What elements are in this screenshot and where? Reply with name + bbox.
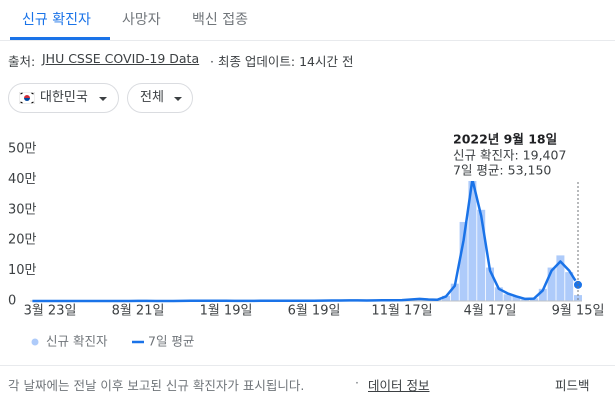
bar bbox=[450, 283, 459, 301]
x-tick-label: 9월 15일 bbox=[552, 304, 605, 319]
tab[interactable]: 신규 확진자 bbox=[22, 12, 91, 28]
hover-dot bbox=[573, 279, 583, 290]
x-tick-label: 1월 19일 bbox=[200, 304, 253, 319]
y-tick-label: 20만 bbox=[8, 233, 37, 248]
feedback-link[interactable]: 피드백 bbox=[555, 378, 590, 393]
chip-label: 전체 bbox=[140, 90, 164, 105]
x-tick-label: 8월 21일 bbox=[112, 304, 165, 319]
footer-separator: · bbox=[355, 375, 359, 390]
tab[interactable]: 백신 접종 bbox=[192, 12, 248, 28]
bar bbox=[468, 173, 477, 301]
legend-swatch bbox=[31, 338, 39, 346]
y-tick-label: 50만 bbox=[8, 142, 37, 157]
country-chip[interactable]: 대한민국 bbox=[8, 83, 119, 113]
bar bbox=[486, 267, 494, 301]
data-info-link[interactable]: 데이터 정보 bbox=[368, 378, 430, 393]
bar bbox=[538, 288, 547, 301]
bar bbox=[512, 296, 521, 301]
x-tick-label: 11월 17일 bbox=[371, 304, 432, 319]
dropdown-arrow bbox=[99, 97, 107, 101]
bar bbox=[503, 294, 512, 301]
legend-label: 7일 평균 bbox=[148, 334, 194, 349]
bar bbox=[547, 267, 556, 301]
tooltip-line: 7일 평균: 53,150 bbox=[453, 163, 551, 178]
y-tick-label: 0 bbox=[8, 294, 16, 309]
x-tick-label: 3월 23일 bbox=[24, 304, 77, 319]
source-link[interactable]: JHU CSSE COVID-19 Data bbox=[42, 51, 200, 66]
x-tick-label: 4월 17일 bbox=[464, 304, 517, 319]
tooltip-line: 신규 확진자: 19,407 bbox=[453, 148, 566, 163]
bar bbox=[565, 272, 574, 301]
tooltip-box bbox=[446, 129, 580, 181]
tab-indicator bbox=[10, 37, 110, 40]
divider bbox=[0, 365, 615, 366]
bar bbox=[459, 221, 468, 301]
chart: 0 10만 20만 30만 40만 50만 3월 23일 8월 21일 1월 19일 6월 19일… bbox=[8, 129, 605, 349]
tab[interactable]: 사망자 bbox=[122, 12, 161, 28]
line bbox=[32, 178, 580, 303]
dropdown-arrow bbox=[174, 97, 182, 101]
bar bbox=[442, 295, 450, 301]
y-tick-label: 30만 bbox=[8, 202, 37, 217]
y-tick-label: 10만 bbox=[8, 263, 37, 278]
scope-chip[interactable]: 전체 bbox=[127, 83, 193, 113]
divider bbox=[0, 40, 615, 41]
y-tick-label: 40만 bbox=[8, 172, 37, 187]
footer-note: 각 날짜에는 전날 이후 보고된 신규 확진자가 표시됩니다. bbox=[8, 378, 305, 393]
bar bbox=[477, 209, 486, 301]
source-label: 출처: bbox=[8, 54, 36, 69]
bar bbox=[556, 255, 565, 301]
tooltip-date: 2022년 9월 18일 bbox=[453, 132, 557, 147]
x-tick-label: 6월 19일 bbox=[288, 304, 341, 319]
bar bbox=[494, 287, 503, 301]
update-time: · 최종 업데이트: 14시간 전 bbox=[210, 54, 354, 69]
chip-label: 대한민국 bbox=[40, 90, 88, 105]
legend-label: 신규 확진자 bbox=[46, 334, 108, 349]
flag-icon bbox=[19, 92, 35, 104]
